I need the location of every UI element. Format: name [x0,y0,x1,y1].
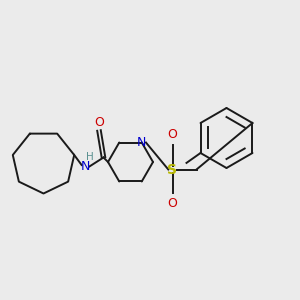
Text: O: O [168,128,177,141]
Text: H: H [86,152,94,162]
Text: S: S [167,163,178,176]
Text: N: N [137,136,146,149]
Text: O: O [168,196,177,210]
Text: N: N [81,160,90,173]
Text: O: O [94,116,104,130]
